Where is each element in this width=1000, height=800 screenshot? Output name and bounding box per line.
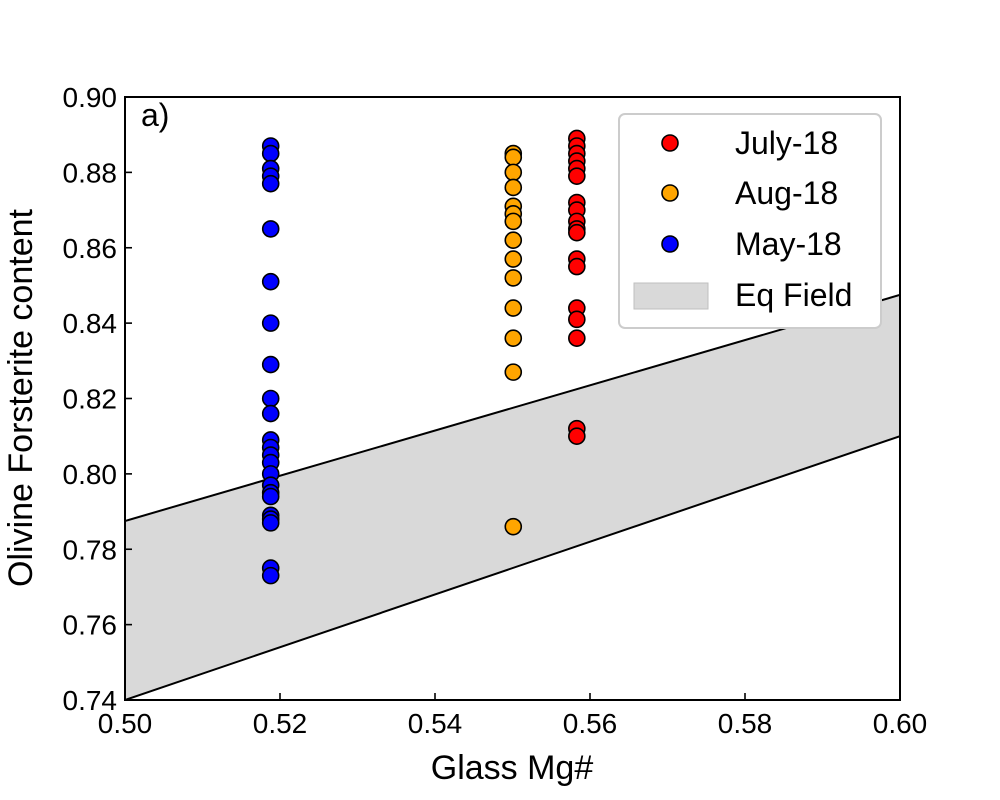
point-aug bbox=[504, 148, 523, 167]
y-tick-label: 0.78 bbox=[63, 534, 118, 565]
y-tick-label: 0.88 bbox=[63, 157, 118, 188]
point-aug bbox=[504, 363, 523, 381]
point-july bbox=[568, 257, 586, 276]
point-aug bbox=[504, 299, 523, 317]
y-tick-label: 0.76 bbox=[63, 610, 118, 641]
x-tick-label: 0.52 bbox=[253, 708, 308, 739]
legend-label-may: May-18 bbox=[735, 226, 842, 262]
point-aug bbox=[504, 178, 523, 197]
legend-marker-aug bbox=[661, 184, 679, 202]
point-july bbox=[568, 223, 586, 242]
point-may bbox=[261, 220, 280, 238]
x-tick-label: 0.50 bbox=[98, 708, 153, 739]
legend-label-aug: Aug-18 bbox=[735, 175, 838, 211]
point-july bbox=[568, 329, 586, 348]
point-may bbox=[261, 144, 280, 163]
y-tick-label: 0.86 bbox=[63, 233, 118, 264]
eq-field-lower-line bbox=[125, 435, 900, 700]
y-axis-label: Olivine Forsterite content bbox=[2, 208, 40, 586]
x-tick-label: 0.56 bbox=[563, 708, 618, 739]
point-aug bbox=[504, 231, 523, 250]
y-tick-label: 0.84 bbox=[63, 308, 118, 339]
y-tick-label: 0.74 bbox=[63, 685, 118, 716]
point-aug bbox=[504, 329, 523, 348]
point-may bbox=[261, 272, 280, 291]
point-july bbox=[568, 310, 586, 329]
points-layer bbox=[261, 129, 586, 585]
point-aug bbox=[504, 163, 523, 182]
point-may bbox=[261, 314, 280, 332]
point-aug bbox=[504, 212, 523, 231]
x-tick-label: 0.54 bbox=[408, 708, 463, 739]
x-axis-label: Glass Mg# bbox=[431, 749, 594, 787]
eq-field-layer bbox=[125, 293, 900, 700]
point-july bbox=[568, 427, 586, 445]
x-tick-label: 0.58 bbox=[718, 708, 773, 739]
point-july bbox=[568, 167, 586, 185]
legend: July-18 Aug-18 May-18 Eq Field bbox=[618, 113, 882, 329]
point-aug bbox=[504, 250, 523, 268]
point-may bbox=[261, 174, 280, 193]
eq-field-upper-line bbox=[125, 293, 900, 522]
legend-marker-may bbox=[661, 235, 679, 253]
point-may bbox=[261, 566, 280, 585]
point-aug bbox=[504, 269, 523, 287]
y-tick-label: 0.80 bbox=[63, 459, 118, 490]
point-aug bbox=[504, 517, 523, 536]
x-axis: 0.50 0.52 0.54 0.56 0.58 0.60 bbox=[98, 693, 928, 739]
panel-label: a) bbox=[141, 97, 169, 133]
point-may bbox=[261, 389, 280, 408]
eq-field-band bbox=[125, 294, 900, 700]
legend-box bbox=[618, 113, 882, 329]
legend-label-july: July-18 bbox=[735, 125, 838, 161]
legend-marker-eq-field bbox=[633, 282, 709, 310]
legend-marker-july bbox=[661, 134, 679, 152]
y-axis: 0.74 0.76 0.78 0.80 0.82 0.84 0.86 0.88 0.90 bbox=[63, 82, 132, 716]
x-tick-label: 0.60 bbox=[873, 708, 928, 739]
legend-label-eq-field: Eq Field bbox=[735, 277, 852, 313]
point-may bbox=[261, 514, 280, 532]
point-may bbox=[261, 355, 280, 374]
point-may bbox=[261, 487, 280, 506]
y-tick-label: 0.82 bbox=[63, 384, 118, 415]
point-may bbox=[261, 404, 280, 423]
y-tick-label: 0.90 bbox=[63, 82, 118, 113]
